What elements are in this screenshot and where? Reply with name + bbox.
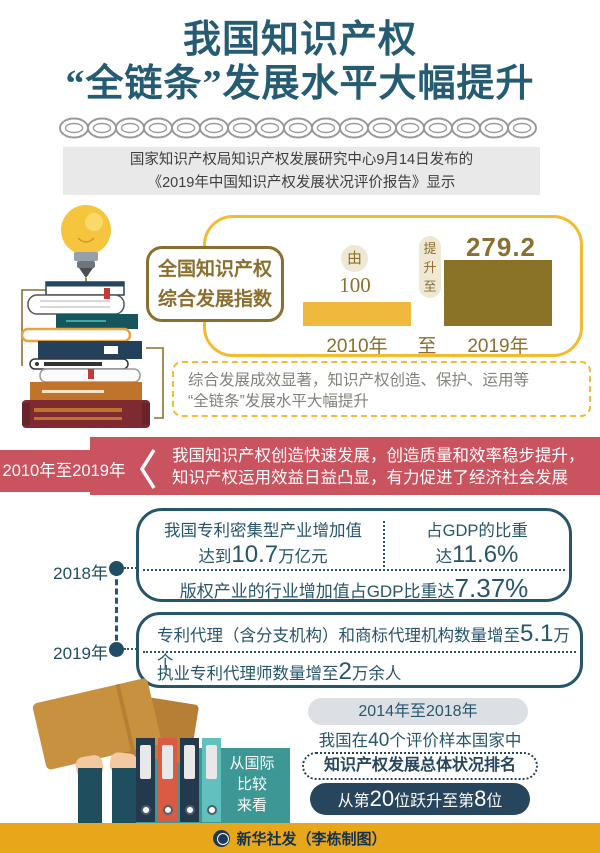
- period-banner-line2: 知识产权运用效益日益凸显，有力促进了经济社会发展: [172, 469, 568, 487]
- gdp-share-value: 11.6%: [452, 541, 519, 568]
- timeline-year-2018: 2018年: [53, 564, 108, 583]
- arm-icon: [78, 768, 102, 823]
- binder-icon: [158, 738, 177, 822]
- index-note-line1: 综合发展成效显著，知识产权创造、保护、运用等: [188, 372, 530, 389]
- index-chart-title: 全国知识产权 综合发展指数: [146, 246, 284, 322]
- bar-2010: [303, 302, 411, 326]
- rank-from-value: 20: [369, 786, 395, 811]
- bar-from-value: 100: [339, 273, 371, 297]
- patent-industry-value: 10.7: [231, 541, 279, 568]
- rank-change-badge: 从第20位跃升至第8位: [310, 783, 530, 815]
- binder-icon: [202, 738, 221, 822]
- patent-industry-line1: 我国专利密集型产业增加值: [164, 522, 362, 540]
- gdp-share-line1: 占GDP的比重: [426, 522, 528, 540]
- timeline-connector-2019: [124, 648, 140, 650]
- agents-value: 2: [338, 658, 352, 685]
- international-label-line1: 从国际: [229, 755, 275, 772]
- xinhua-logo-icon: [213, 829, 231, 847]
- timeline-dot-2019: [109, 642, 124, 657]
- binder-icon: [136, 738, 155, 822]
- international-panel-label: 从国际 比较 来看: [218, 753, 286, 816]
- international-label-line3: 来看: [236, 797, 267, 814]
- agencies-fact: 专利代理（含分支机构）和商标代理机构数量增至5.1万个: [157, 620, 570, 671]
- bar-rise-label: 提升至: [419, 236, 441, 298]
- agencies-value: 5.1: [520, 620, 554, 647]
- gdp-share-line2: 达11.6%: [435, 541, 519, 568]
- facts-card-2018: 我国专利密集型产业增加值 达到10.7万亿元 占GDP的比重 达11.6% 版权…: [136, 508, 572, 603]
- rank-to-value: 8: [474, 786, 487, 811]
- chevron-left-icon: [139, 449, 156, 489]
- report-source: 国家知识产权局知识产权发展研究中心9月14日发布的 《2019年中国知识产权发展…: [63, 147, 540, 195]
- gdp-share-fact: 占GDP的比重 达11.6%: [389, 519, 565, 569]
- ranking-label-badge: 知识产权发展总体状况排名: [302, 752, 538, 780]
- patent-industry-fact: 我国专利密集型产业增加值 达到10.7万亿元: [149, 519, 377, 569]
- arm-icon: [112, 768, 136, 823]
- copyright-industry-fact: 版权产业的行业增加值占GDP比重达7.37%: [179, 573, 529, 603]
- timeline-dot-2018: [109, 561, 124, 576]
- report-source-line1: 国家知识产权局知识产权发展研究中心9月14日发布的: [129, 152, 474, 168]
- axis-label-to: 至: [417, 336, 437, 357]
- bar-to-value: 279.2: [465, 232, 537, 262]
- card-2018-horizontal-divider: [143, 569, 565, 571]
- card-2019-horizontal-divider: [143, 651, 576, 653]
- period-banner: [90, 437, 600, 495]
- index-chart-title-line1: 全国知识产权: [157, 259, 272, 280]
- index-chart-title-line2: 综合发展指数: [157, 289, 272, 310]
- report-source-line2: 《2019年中国知识产权发展状况评价报告》显示: [147, 175, 456, 191]
- agents-fact: 执业专利代理师数量增至2万余人: [157, 658, 402, 685]
- patent-industry-line2: 达到10.7万亿元: [198, 541, 328, 568]
- index-note-line2: “全链条”发展水平大幅提升: [188, 393, 369, 410]
- timeline-line: [115, 570, 118, 650]
- period-banner-line1: 我国知识产权创造快速发展，创造质量和效率稳步提升，: [172, 447, 585, 465]
- bulb-books-illustration: [20, 205, 164, 428]
- binder-icon: [180, 738, 199, 822]
- bar-from-label: 由: [341, 245, 368, 272]
- page-title-line2: “全链条”发展水平大幅提升: [65, 63, 535, 105]
- period-banner-label: 2010年至2019年: [0, 450, 128, 492]
- footer-bar: 新华社发（李栋制图）: [0, 823, 600, 853]
- bar-2019: [444, 260, 552, 326]
- books-stack-icon: [20, 281, 150, 428]
- period-banner-text: 我国知识产权创造快速发展，创造质量和效率稳步提升， 知识产权运用效益日益凸显，有…: [172, 445, 600, 489]
- sample-countries-value: 40: [368, 730, 390, 751]
- facts-card-2019: 专利代理（含分支机构）和商标代理机构数量增至5.1万个 执业专利代理师数量增至2…: [136, 612, 583, 688]
- copyright-industry-value: 7.37%: [454, 573, 529, 603]
- timeline-year-2019: 2019年: [53, 644, 108, 663]
- page-title-line1: 我国知识产权: [182, 19, 417, 61]
- international-period-badge: 2014年至2018年: [308, 698, 528, 725]
- light-bulb-icon: [61, 205, 111, 278]
- sample-countries-text: 我国在40个评价样本国家中: [318, 730, 522, 751]
- page-title: 我国知识产权 “全链条”发展水平大幅提升: [0, 18, 600, 106]
- chain-icon: [59, 117, 537, 139]
- international-label-line2: 比较: [236, 776, 267, 793]
- footer-credit: 新华社发（李栋制图）: [236, 830, 387, 848]
- axis-label-2010: 2010年: [326, 336, 388, 357]
- axis-label-2019: 2019年: [467, 336, 529, 357]
- card-2018-vertical-divider: [383, 521, 385, 567]
- timeline-connector-2018: [124, 567, 140, 569]
- index-note: 综合发展成效显著，知识产权创造、保护、运用等 “全链条”发展水平大幅提升: [172, 361, 591, 417]
